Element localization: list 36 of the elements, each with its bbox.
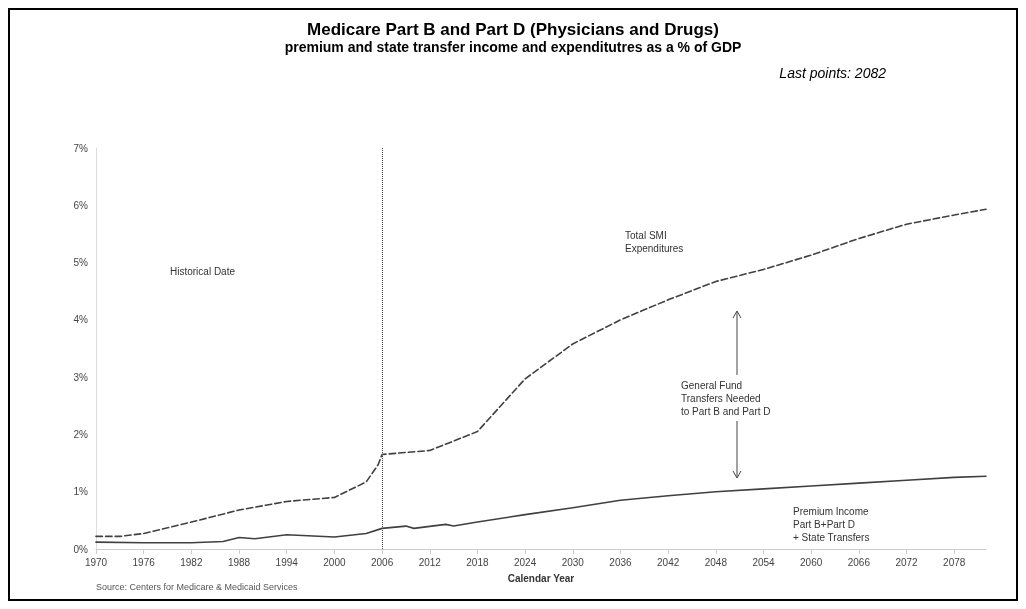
annotation: General Fund Transfers Needed to Part B and Part D xyxy=(681,380,771,417)
x-tick-label: 2042 xyxy=(657,556,680,568)
x-tick-label: 2078 xyxy=(943,556,966,568)
y-tick-label: 4% xyxy=(73,314,89,326)
x-tick-label: 2054 xyxy=(752,556,776,568)
y-tick-label: 1% xyxy=(73,486,89,498)
x-tick-label: 2036 xyxy=(609,556,633,568)
x-tick-label: 2030 xyxy=(561,556,585,568)
chart-subtitle: premium and state transfer income and expenditutres as a % of GDP xyxy=(284,39,742,55)
x-tick-label: 1988 xyxy=(227,556,251,568)
x-tick-label: 2012 xyxy=(418,556,442,568)
source-note: Source: Centers for Medicare & Medicaid Services xyxy=(96,581,299,592)
y-tick-label: 6% xyxy=(73,199,89,211)
x-tick-label: 2060 xyxy=(800,556,823,568)
x-tick-label: 1994 xyxy=(275,556,299,568)
y-tick-label: 7% xyxy=(73,142,89,154)
x-tick-label: 2072 xyxy=(895,556,919,568)
y-tick-label: 5% xyxy=(73,257,89,269)
annotation: Historical Date xyxy=(170,266,236,277)
y-tick-label: 0% xyxy=(73,543,89,555)
x-tick-label: 2000 xyxy=(323,556,346,568)
annotation: Total SMI Expenditures xyxy=(625,230,684,254)
x-tick-label: 1976 xyxy=(132,556,156,568)
x-tick-label: 2006 xyxy=(370,556,394,568)
y-tick-label: 2% xyxy=(73,428,89,440)
x-tick-label: 1982 xyxy=(180,556,203,568)
y-tick-label: 3% xyxy=(73,371,89,383)
chart-title: Medicare Part B and Part D (Physicians and Drugs) xyxy=(307,20,719,39)
text: Last points: 2082 xyxy=(779,65,887,81)
x-axis-title: Calendar Year xyxy=(507,572,575,584)
x-tick-label: 2066 xyxy=(847,556,871,568)
annotation: Premium Income Part B+Part D + State Transfers xyxy=(793,506,870,543)
x-tick-label: 2048 xyxy=(704,556,728,568)
x-tick-label: 1970 xyxy=(84,556,108,568)
x-tick-label: 2018 xyxy=(466,556,489,568)
x-tick-label: 2024 xyxy=(513,556,537,568)
